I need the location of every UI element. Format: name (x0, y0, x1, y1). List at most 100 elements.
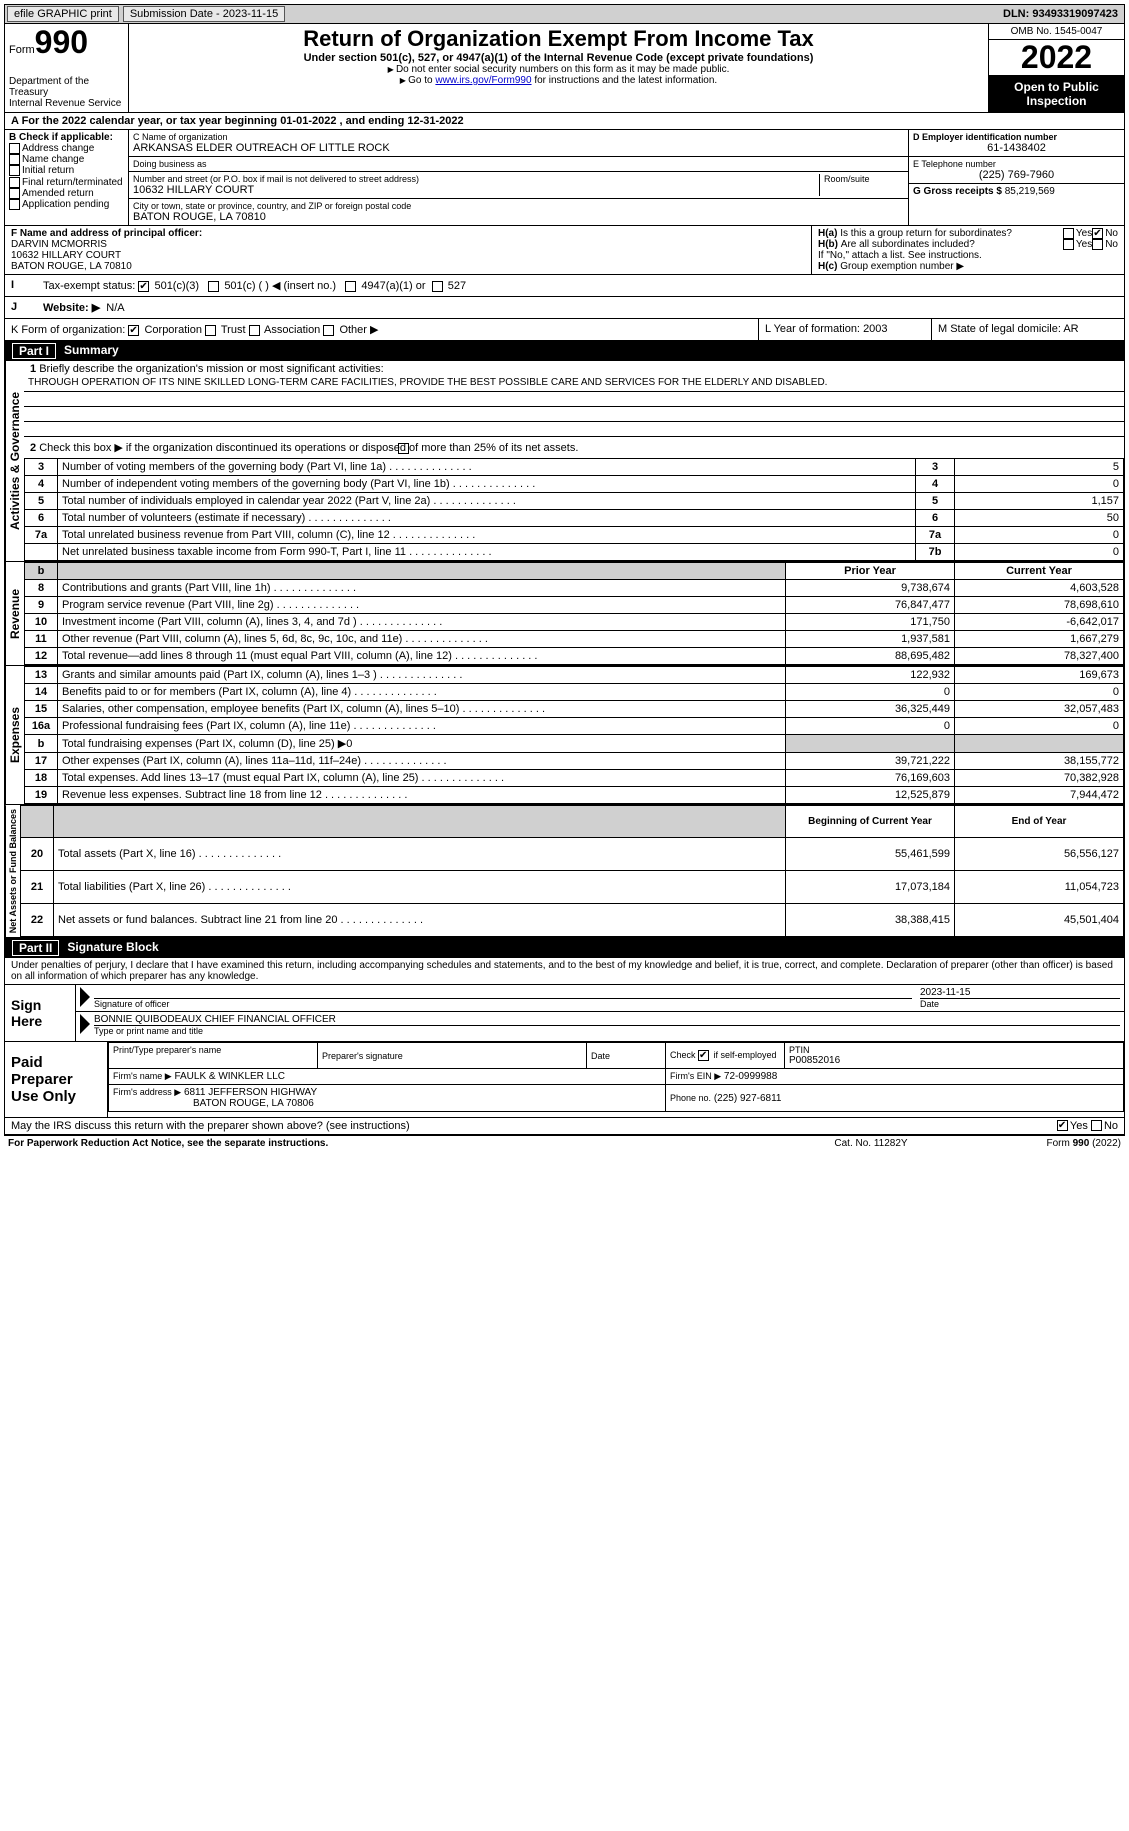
current-year: 70,382,928 (955, 770, 1124, 787)
prior-year: 9,738,674 (786, 580, 955, 597)
current-year: 0 (955, 718, 1124, 735)
line-num: 3 (25, 459, 58, 476)
ptin: P00852016 (789, 1055, 1119, 1066)
chk-discontinued[interactable] (398, 443, 409, 454)
prior-year: 39,721,222 (786, 753, 955, 770)
current-year: 32,057,483 (955, 701, 1124, 718)
sig-arrow-icon-2 (80, 1014, 90, 1034)
line-num: 14 (25, 684, 58, 701)
current-year: 11,054,723 (955, 870, 1124, 903)
officer-name: DARVIN MCMORRIS (11, 239, 805, 250)
chk-may-discuss-yes[interactable] (1057, 1120, 1068, 1131)
prior-year: 171,750 (786, 614, 955, 631)
ein: 61-1438402 (913, 142, 1120, 154)
chk-501c[interactable] (208, 281, 219, 292)
line-num: 10 (25, 614, 58, 631)
current-year: 169,673 (955, 667, 1124, 684)
chk-trust[interactable] (205, 325, 216, 336)
prior-year: 76,847,477 (786, 597, 955, 614)
chk-app-pending[interactable] (9, 199, 20, 210)
line-text: Total unrelated business revenue from Pa… (58, 527, 916, 544)
column-b: B Check if applicable: Address change Na… (5, 130, 129, 225)
chk-501c3[interactable] (138, 281, 149, 292)
line-text: Number of independent voting members of … (58, 476, 916, 493)
chk-ha-no[interactable] (1092, 228, 1103, 239)
section-h: H(a) Is this a group return for subordin… (811, 226, 1124, 274)
open-to-public: Open to Public Inspection (989, 76, 1124, 112)
chk-may-discuss-no[interactable] (1091, 1120, 1102, 1131)
omb-number: OMB No. 1545-0047 (989, 24, 1124, 40)
efile-print-button[interactable]: efile GRAPHIC print (7, 6, 119, 22)
prior-year: 17,073,184 (786, 870, 955, 903)
prior-year (786, 735, 955, 753)
line-num: 22 (21, 904, 54, 937)
form-header: Form990 Department of the Treasury Inter… (4, 24, 1125, 113)
line-num: 11 (25, 631, 58, 648)
chk-amended[interactable] (9, 188, 20, 199)
irs-link[interactable]: www.irs.gov/Form990 (435, 75, 531, 86)
current-year: 1,667,279 (955, 631, 1124, 648)
line-text: Other revenue (Part VIII, column (A), li… (58, 631, 786, 648)
form-footer: Form 990 (2022) (971, 1138, 1121, 1149)
chk-hb-no[interactable] (1092, 239, 1103, 250)
current-year: 78,327,400 (955, 648, 1124, 665)
line-num: b (25, 735, 58, 753)
chk-corp[interactable] (128, 325, 139, 336)
line-num (25, 544, 58, 561)
vert-expenses: Expenses (5, 666, 24, 804)
line-text: Net assets or fund balances. Subtract li… (54, 904, 786, 937)
line-text: Grants and similar amounts paid (Part IX… (58, 667, 786, 684)
line-text: Total liabilities (Part X, line 26) (54, 870, 786, 903)
vert-revenue: Revenue (5, 562, 24, 665)
current-year: 4,603,528 (955, 580, 1124, 597)
line-num: 21 (21, 870, 54, 903)
sign-here-label: Sign Here (5, 985, 75, 1041)
line-num: 15 (25, 701, 58, 718)
line-text: Number of voting members of the governin… (58, 459, 916, 476)
chk-self-employed[interactable] (698, 1050, 709, 1061)
tax-year: 2022 (989, 40, 1124, 76)
line-text: Total revenue—add lines 8 through 11 (mu… (58, 648, 786, 665)
chk-assoc[interactable] (249, 325, 260, 336)
line-num: 13 (25, 667, 58, 684)
pra-notice: For Paperwork Reduction Act Notice, see … (8, 1138, 771, 1149)
chk-4947[interactable] (345, 281, 356, 292)
irs-label: Internal Revenue Service (9, 98, 124, 109)
city-state-zip: BATON ROUGE, LA 70810 (133, 211, 904, 223)
firm-addr2: BATON ROUGE, LA 70806 (193, 1098, 314, 1109)
line-num: 19 (25, 787, 58, 804)
form-word: Form (9, 44, 35, 56)
current-year: 78,698,610 (955, 597, 1124, 614)
submission-date-button[interactable]: Submission Date - 2023-11-15 (123, 6, 285, 22)
column-c: C Name of organization ARKANSAS ELDER OU… (129, 130, 908, 225)
chk-hb-yes[interactable] (1063, 239, 1074, 250)
chk-name-change[interactable] (9, 154, 20, 165)
chk-ha-yes[interactable] (1063, 228, 1074, 239)
sig-arrow-icon (80, 987, 90, 1007)
chk-other[interactable] (323, 325, 334, 336)
year-formation: 2003 (863, 323, 887, 335)
line-num: 6 (25, 510, 58, 527)
chk-final-return[interactable] (9, 177, 20, 188)
line-text: Professional fundraising fees (Part IX, … (58, 718, 786, 735)
line-text: Total number of individuals employed in … (58, 493, 916, 510)
prior-year: 122,932 (786, 667, 955, 684)
prior-year: 12,525,879 (786, 787, 955, 804)
line-value: 50 (955, 510, 1124, 527)
chk-initial-return[interactable] (9, 165, 20, 176)
state-domicile: AR (1063, 323, 1078, 335)
current-year: 0 (955, 684, 1124, 701)
line-text: Contributions and grants (Part VIII, lin… (58, 580, 786, 597)
form-title: Return of Organization Exempt From Incom… (133, 26, 984, 52)
chk-527[interactable] (432, 281, 443, 292)
line-value: 0 (955, 527, 1124, 544)
firm-name: FAULK & WINKLER LLC (174, 1071, 285, 1082)
line-text: Total assets (Part X, line 16) (54, 837, 786, 870)
firm-ein: 72-0999988 (724, 1071, 777, 1082)
mission-text: THROUGH OPERATION OF ITS NINE SKILLED LO… (24, 377, 1124, 392)
chk-address-change[interactable] (9, 143, 20, 154)
line-value: 0 (955, 544, 1124, 561)
dept-treasury: Department of the Treasury (9, 76, 124, 98)
officer-name-title: BONNIE QUIBODEAUX CHIEF FINANCIAL OFFICE… (94, 1014, 1120, 1025)
section-f: F Name and address of principal officer:… (5, 226, 811, 274)
